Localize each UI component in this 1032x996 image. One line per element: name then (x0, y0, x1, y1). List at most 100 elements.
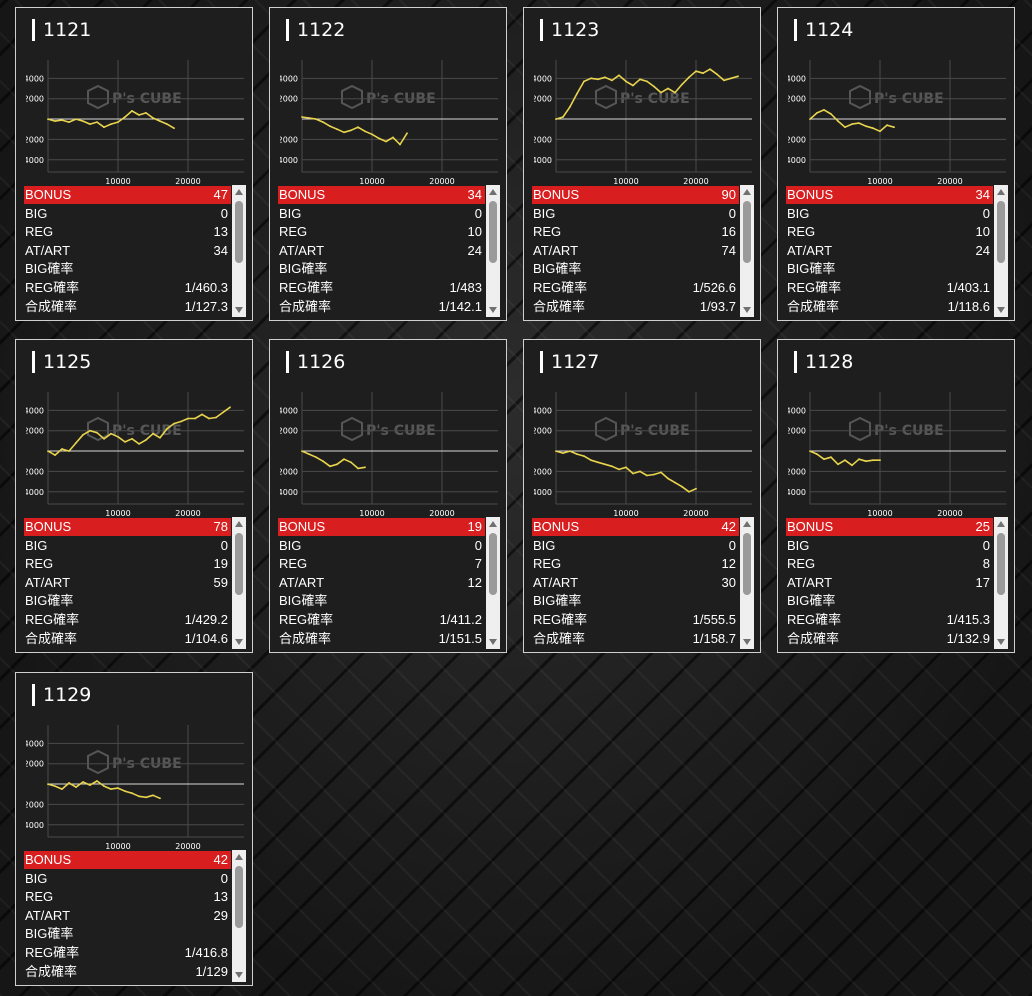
scrollbar[interactable] (232, 850, 246, 982)
stat-row-atart: AT/ART 34 (24, 242, 231, 260)
machine-card[interactable]: 1121 P's CUBE 4000 2000 -2000 -4000 10000 20000… (15, 7, 253, 321)
stat-row-reg: REG 7 (278, 555, 485, 573)
stat-row-big: BIG 0 (278, 205, 485, 223)
stat-label-bonus: BONUS (533, 519, 580, 534)
machine-number[interactable]: 1127 (551, 351, 600, 373)
stat-row-atart: AT/ART 30 (532, 574, 739, 592)
scroll-down-arrow-icon[interactable] (740, 303, 754, 317)
card-header: 1123 (540, 18, 599, 42)
data-point (350, 461, 352, 464)
stat-row-total-rate: 合成確率 1/127.3 (24, 298, 231, 316)
scroll-thumb[interactable] (997, 533, 1005, 595)
scroll-thumb[interactable] (743, 201, 751, 263)
scroll-thumb[interactable] (235, 201, 243, 263)
x-tick-label: 20000 (175, 509, 200, 518)
y-tick-label: -4000 (788, 488, 806, 497)
machine-card[interactable]: 1122 P's CUBE 4000 2000 -2000 -4000 10000 20000… (269, 7, 507, 321)
machine-number[interactable]: 1121 (43, 19, 92, 41)
scroll-up-arrow-icon[interactable] (486, 185, 500, 199)
machine-number[interactable]: 1128 (805, 351, 854, 373)
scroll-up-arrow-icon[interactable] (232, 850, 246, 864)
scroll-up-arrow-icon[interactable] (486, 517, 500, 531)
data-point (618, 74, 620, 77)
data-point (660, 91, 662, 94)
machine-card[interactable]: 1124 P's CUBE 4000 2000 -2000 -4000 10000 20000… (777, 7, 1015, 321)
scroll-down-arrow-icon[interactable] (232, 303, 246, 317)
data-point (385, 140, 387, 143)
machine-number[interactable]: 1126 (297, 351, 346, 373)
machine-number[interactable]: 1123 (551, 19, 600, 41)
stat-row-reg-rate: REG確率 1/403.1 (786, 279, 993, 297)
scroll-up-arrow-icon[interactable] (994, 185, 1008, 199)
scroll-down-arrow-icon[interactable] (232, 635, 246, 649)
stats-list[interactable]: BONUS 90 BIG 0 REG 16 AT/ART 74 BIG確率 REG確率 1/526.… (532, 185, 754, 317)
machine-number[interactable]: 1124 (805, 19, 854, 41)
scroll-up-arrow-icon[interactable] (232, 517, 246, 531)
stat-value-bonus: 34 (467, 187, 482, 202)
scroll-thumb[interactable] (743, 533, 751, 595)
stat-value-reg-rate: 1/460.3 (184, 280, 228, 295)
stat-row-reg: REG 16 (532, 223, 739, 241)
data-point (110, 123, 112, 125)
scroll-thumb[interactable] (489, 201, 497, 263)
scroll-up-arrow-icon[interactable] (740, 185, 754, 199)
payout-line (301, 450, 366, 470)
scrollbar[interactable] (740, 517, 754, 649)
scroll-down-arrow-icon[interactable] (740, 635, 754, 649)
stats-list[interactable]: BONUS 42 BIG 0 REG 12 AT/ART 30 BIG確率 REG確率 1/555.… (532, 517, 754, 649)
scrollbar[interactable] (232, 185, 246, 317)
scrollbar[interactable] (486, 517, 500, 649)
scroll-up-arrow-icon[interactable] (740, 517, 754, 531)
data-point (89, 123, 91, 125)
machine-card[interactable]: 1128 P's CUBE 4000 2000 -2000 -4000 10000 20000… (777, 339, 1015, 653)
data-point (646, 474, 648, 477)
scrollbar[interactable] (232, 517, 246, 649)
stat-row-reg-rate: REG確率 1/415.3 (786, 611, 993, 629)
stat-row-big-rate: BIG確率 (532, 592, 739, 610)
stats-list[interactable]: BONUS 19 BIG 0 REG 7 AT/ART 12 BIG確率 REG確率 1/411.2… (278, 517, 500, 649)
scroll-down-arrow-icon[interactable] (994, 303, 1008, 317)
machine-card[interactable]: 1123 P's CUBE 4000 2000 -2000 -4000 10000 20000… (523, 7, 761, 321)
y-tick-label: -2000 (534, 467, 552, 476)
stats-list[interactable]: BONUS 47 BIG 0 REG 13 AT/ART 34 BIG確率 REG確率 1/460.… (24, 185, 246, 317)
scrollbar[interactable] (486, 185, 500, 317)
data-point (695, 70, 697, 73)
cube-shape (87, 84, 109, 110)
machine-number[interactable]: 1129 (43, 684, 92, 706)
machine-number[interactable]: 1125 (43, 351, 92, 373)
stats-list[interactable]: BONUS 25 BIG 0 REG 8 AT/ART 17 BIG確率 REG確率 1/415.3… (786, 517, 1008, 649)
data-point (96, 121, 98, 123)
data-point (110, 788, 112, 790)
stat-label-big: BIG (533, 205, 556, 221)
scroll-down-arrow-icon[interactable] (232, 968, 246, 982)
scroll-thumb[interactable] (489, 533, 497, 595)
data-point (809, 118, 811, 120)
machine-card[interactable]: 1127 P's CUBE 4000 2000 -2000 -4000 10000 20000… (523, 339, 761, 653)
y-tick-label: -2000 (26, 800, 44, 809)
scrollbar[interactable] (994, 517, 1008, 649)
title-accent-bar (540, 19, 543, 41)
machine-number[interactable]: 1122 (297, 19, 346, 41)
machine-card[interactable]: 1129 P's CUBE 4000 2000 -2000 -4000 10000 20000… (15, 672, 253, 986)
stat-label-reg: REG (25, 889, 54, 905)
stat-value-reg: 13 (213, 889, 228, 905)
scroll-down-arrow-icon[interactable] (994, 635, 1008, 649)
scroll-up-arrow-icon[interactable] (994, 517, 1008, 531)
stats-list[interactable]: BONUS 34 BIG 0 REG 10 AT/ART 24 BIG確率 REG確率 1/483 合… (278, 185, 500, 317)
scroll-down-arrow-icon[interactable] (486, 635, 500, 649)
scroll-thumb[interactable] (235, 533, 243, 595)
machine-card[interactable]: 1126 P's CUBE 4000 2000 -2000 -4000 10000 20000… (269, 339, 507, 653)
cube-shape (341, 416, 363, 442)
scrollbar[interactable] (994, 185, 1008, 317)
scroll-down-arrow-icon[interactable] (486, 303, 500, 317)
scroll-up-arrow-icon[interactable] (232, 185, 246, 199)
stats-list[interactable]: BONUS 42 BIG 0 REG 13 AT/ART 29 BIG確率 REG確率 1/416.… (24, 850, 246, 982)
payout-line (301, 116, 408, 146)
cube-shape (849, 416, 871, 442)
stats-list[interactable]: BONUS 34 BIG 0 REG 10 AT/ART 24 BIG確率 REG確率 1/403.… (786, 185, 1008, 317)
stats-list[interactable]: BONUS 78 BIG 0 REG 19 AT/ART 59 BIG確率 REG確率 1/429.… (24, 517, 246, 649)
scroll-thumb[interactable] (997, 201, 1005, 263)
scroll-thumb[interactable] (235, 866, 243, 928)
scrollbar[interactable] (740, 185, 754, 317)
